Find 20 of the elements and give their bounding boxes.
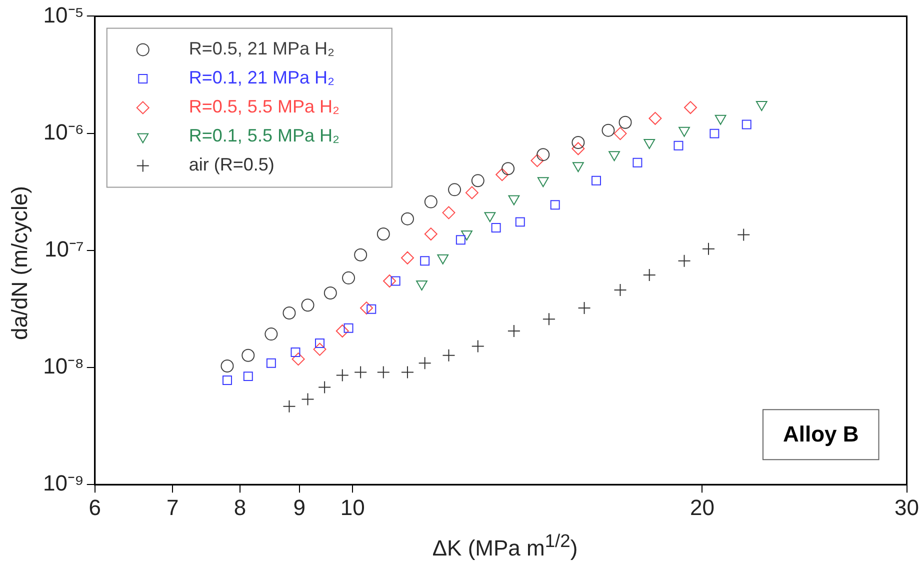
y-tick-label: 10⁻⁷ (44, 236, 84, 262)
x-tick-label: 30 (894, 494, 920, 520)
legend-label: R=0.5, 21 MPa H₂ (188, 38, 334, 59)
x-tick-label: 8 (234, 494, 246, 520)
y-tick-label: 10⁻⁹ (42, 470, 84, 496)
x-tick-label: 20 (690, 494, 714, 520)
x-axis-title: ΔK (MPa m$^{1/2}$) (431, 530, 579, 562)
y-tick-label: 10⁻⁸ (43, 354, 84, 379)
x-tick-label: 6 (88, 494, 102, 520)
y-tick-label: 10⁻⁶ (43, 119, 84, 144)
x-tick-label: 9 (293, 494, 306, 520)
y-axis-title: da/dN (m/cycle) (7, 186, 33, 340)
legend-label: R=0.5, 5.5 MPa H₂ (188, 96, 340, 117)
legend-label: air (R=0.5) (188, 154, 274, 175)
x-tick-label: 10 (340, 494, 365, 520)
legend-label: R=0.1, 5.5 MPa H₂ (188, 126, 340, 146)
y-tick-label: 10⁻⁵ (43, 2, 84, 28)
annotation: Alloy B (782, 422, 859, 447)
x-tick-label: 7 (166, 494, 179, 520)
legend-label: R=0.1, 21 MPa H₂ (188, 68, 334, 88)
